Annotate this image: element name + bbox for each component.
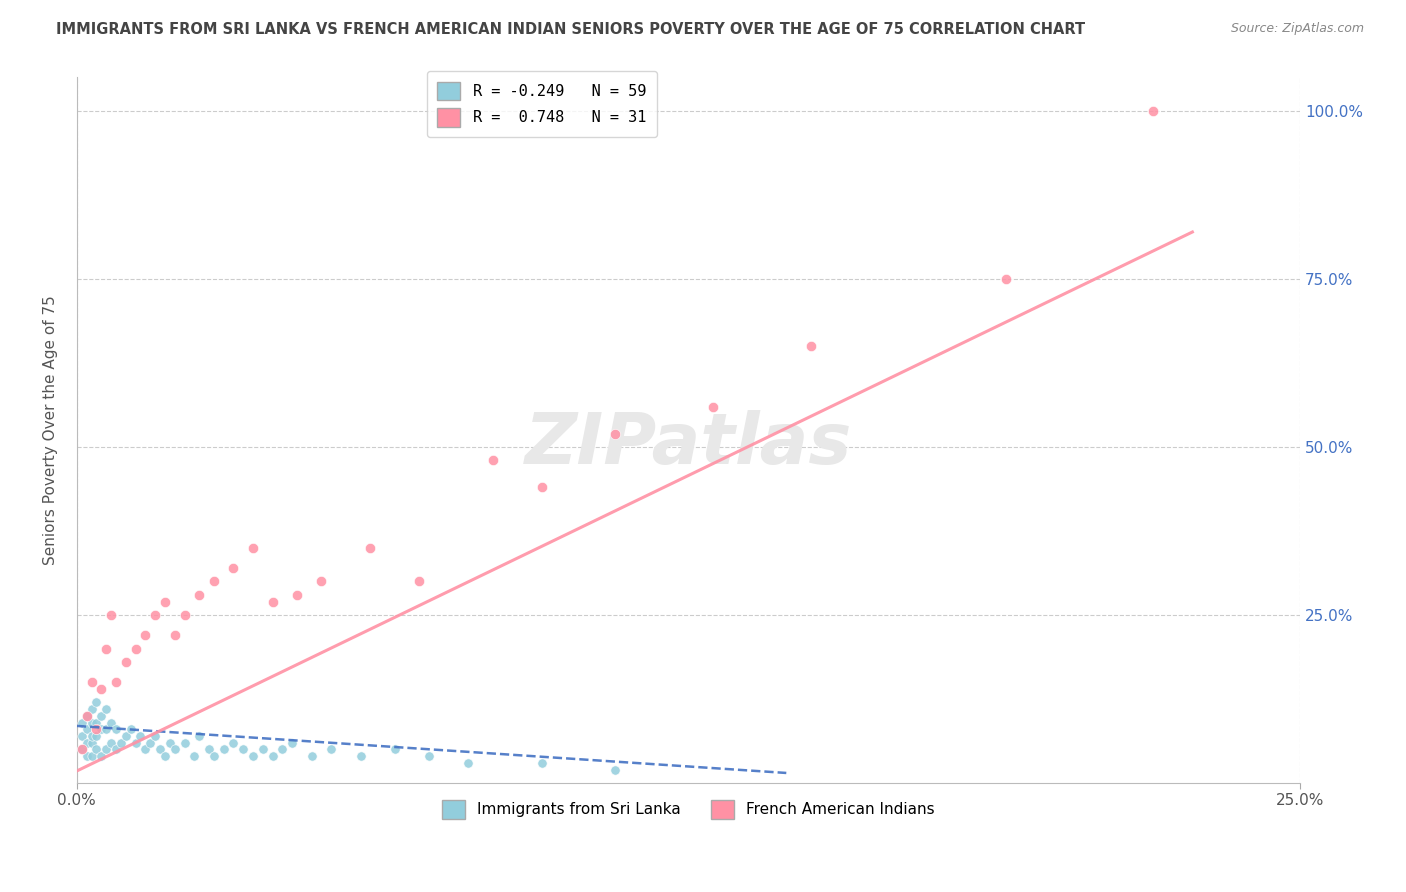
Legend: Immigrants from Sri Lanka, French American Indians: Immigrants from Sri Lanka, French Americ… bbox=[436, 794, 941, 825]
Point bbox=[134, 742, 156, 756]
Point bbox=[86, 723, 108, 737]
Point bbox=[359, 541, 381, 555]
Point bbox=[603, 763, 626, 777]
Point bbox=[105, 675, 128, 690]
Point bbox=[457, 756, 479, 770]
Point bbox=[232, 742, 254, 756]
Point bbox=[96, 702, 118, 716]
Point bbox=[124, 641, 146, 656]
Point bbox=[86, 729, 108, 743]
Point bbox=[76, 709, 98, 723]
Point bbox=[149, 742, 172, 756]
Point bbox=[114, 655, 136, 669]
Text: IMMIGRANTS FROM SRI LANKA VS FRENCH AMERICAN INDIAN SENIORS POVERTY OVER THE AGE: IMMIGRANTS FROM SRI LANKA VS FRENCH AMER… bbox=[56, 22, 1085, 37]
Point bbox=[70, 715, 93, 730]
Point bbox=[96, 742, 118, 756]
Point bbox=[530, 480, 553, 494]
Point bbox=[143, 729, 166, 743]
Point bbox=[222, 736, 245, 750]
Point bbox=[76, 736, 98, 750]
Point bbox=[120, 723, 142, 737]
Point bbox=[86, 742, 108, 756]
Point bbox=[212, 742, 235, 756]
Point bbox=[321, 742, 343, 756]
Point bbox=[70, 742, 93, 756]
Point bbox=[311, 574, 333, 589]
Point bbox=[159, 736, 181, 750]
Point bbox=[129, 729, 152, 743]
Point bbox=[530, 756, 553, 770]
Point bbox=[222, 561, 245, 575]
Point bbox=[163, 628, 186, 642]
Point bbox=[800, 339, 823, 353]
Point bbox=[384, 742, 406, 756]
Point bbox=[153, 594, 176, 608]
Point bbox=[1142, 103, 1164, 118]
Point bbox=[80, 729, 103, 743]
Point bbox=[198, 742, 221, 756]
Point bbox=[105, 723, 128, 737]
Point bbox=[702, 400, 724, 414]
Y-axis label: Seniors Poverty Over the Age of 75: Seniors Poverty Over the Age of 75 bbox=[44, 295, 58, 566]
Point bbox=[202, 574, 225, 589]
Point bbox=[90, 723, 112, 737]
Point bbox=[76, 723, 98, 737]
Point bbox=[188, 729, 211, 743]
Point bbox=[80, 715, 103, 730]
Point bbox=[995, 272, 1018, 286]
Point bbox=[100, 715, 122, 730]
Point bbox=[114, 729, 136, 743]
Point bbox=[96, 723, 118, 737]
Point bbox=[96, 641, 118, 656]
Point bbox=[603, 426, 626, 441]
Point bbox=[90, 709, 112, 723]
Point bbox=[173, 736, 195, 750]
Point bbox=[163, 742, 186, 756]
Point bbox=[202, 749, 225, 764]
Point bbox=[173, 608, 195, 623]
Point bbox=[80, 702, 103, 716]
Point bbox=[242, 749, 264, 764]
Point bbox=[100, 736, 122, 750]
Point bbox=[86, 715, 108, 730]
Point bbox=[481, 453, 503, 467]
Point bbox=[188, 588, 211, 602]
Point bbox=[124, 736, 146, 750]
Point bbox=[80, 749, 103, 764]
Point bbox=[105, 742, 128, 756]
Point bbox=[80, 736, 103, 750]
Point bbox=[350, 749, 373, 764]
Point bbox=[281, 736, 304, 750]
Text: ZIPatlas: ZIPatlas bbox=[524, 409, 852, 479]
Point bbox=[183, 749, 205, 764]
Point bbox=[408, 574, 430, 589]
Point bbox=[301, 749, 323, 764]
Point bbox=[143, 608, 166, 623]
Text: Source: ZipAtlas.com: Source: ZipAtlas.com bbox=[1230, 22, 1364, 36]
Point bbox=[153, 749, 176, 764]
Point bbox=[80, 675, 103, 690]
Point bbox=[418, 749, 440, 764]
Point bbox=[70, 742, 93, 756]
Point bbox=[252, 742, 274, 756]
Point bbox=[242, 541, 264, 555]
Point bbox=[90, 749, 112, 764]
Point bbox=[134, 628, 156, 642]
Point bbox=[262, 749, 284, 764]
Point bbox=[285, 588, 308, 602]
Point bbox=[76, 749, 98, 764]
Point bbox=[76, 709, 98, 723]
Point bbox=[90, 681, 112, 696]
Point bbox=[271, 742, 294, 756]
Point bbox=[100, 608, 122, 623]
Point bbox=[262, 594, 284, 608]
Point bbox=[110, 736, 132, 750]
Point bbox=[70, 729, 93, 743]
Point bbox=[139, 736, 162, 750]
Point bbox=[86, 695, 108, 709]
